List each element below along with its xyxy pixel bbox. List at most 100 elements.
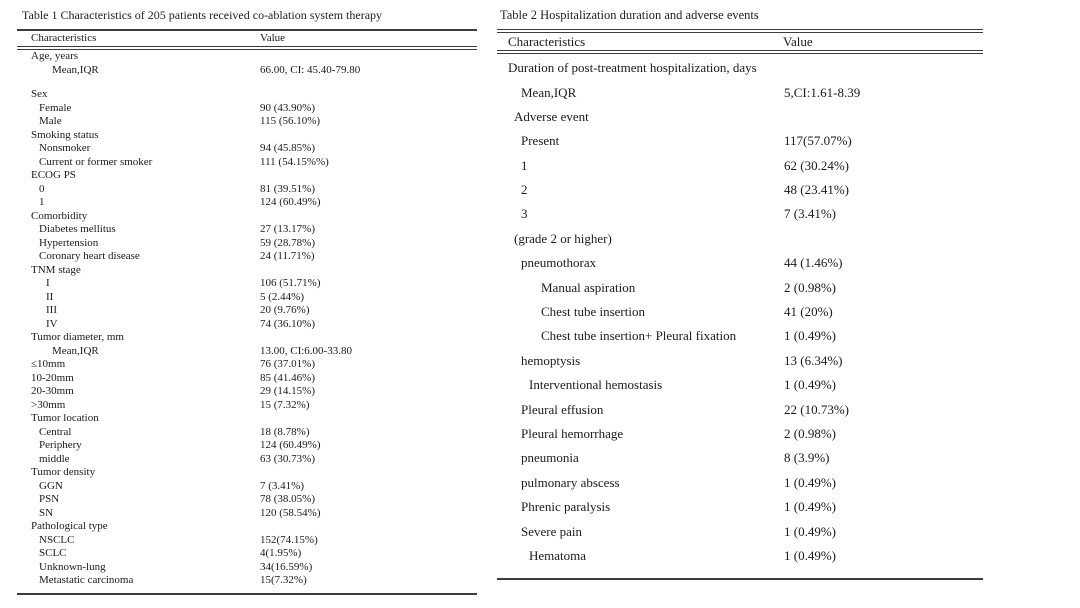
row-value: 29 (14.15%) bbox=[260, 385, 315, 397]
row-label: Coronary heart disease bbox=[39, 250, 140, 262]
table-row: Phrenic paralysis 1 (0.49%) bbox=[497, 495, 983, 519]
row-label: Pleural hemorrhage bbox=[521, 425, 624, 441]
table-row: NSCLC 152(74.15%) bbox=[17, 534, 477, 548]
row-label: Manual aspiration bbox=[541, 279, 636, 295]
row-value: 7 (3.41%) bbox=[260, 479, 304, 492]
row-value: 66.00, CI: 45.40-79.80 bbox=[260, 63, 361, 76]
row-label: Chest tube insertion bbox=[541, 304, 645, 320]
table-1-header-row: Characteristics Value bbox=[17, 31, 477, 46]
row-label: Metastatic carcinoma bbox=[39, 574, 134, 586]
row-label: Chest tube insertion+ Pleural fixation bbox=[541, 328, 737, 344]
row-label: SN bbox=[39, 506, 54, 519]
table-row: hemoptysis 13 (6.34%) bbox=[497, 349, 983, 373]
row-label: Pleural effusion bbox=[521, 401, 604, 417]
table-row: II 5 (2.44%) bbox=[17, 291, 477, 305]
row-label: Hypertension bbox=[39, 236, 99, 249]
table-row: pneumonia 8 (3.9%) bbox=[497, 446, 983, 470]
row-value: 5,CI:1.61-8.39 bbox=[784, 84, 861, 100]
row-label: Mean,IQR bbox=[52, 344, 99, 357]
row-value: 5 (2.44%) bbox=[260, 290, 304, 303]
table-row: Metastatic carcinoma 15(7.32%) bbox=[17, 574, 477, 588]
row-label: Female bbox=[39, 101, 72, 114]
table-2-header-rule bbox=[497, 50, 983, 54]
table-2: Table 2 Hospitalization duration and adv… bbox=[497, 5, 983, 581]
table-row: Current or former smoker 111 (54.15%%) bbox=[17, 156, 477, 170]
row-label: (grade 2 or higher) bbox=[514, 230, 612, 246]
table-row: 20-30mm 29 (14.15%) bbox=[17, 385, 477, 399]
row-value: 124 (60.49%) bbox=[260, 196, 321, 208]
table-1: Table 1 Characteristics of 205 patients … bbox=[17, 5, 477, 595]
table-row: IV 74 (36.10%) bbox=[17, 318, 477, 332]
row-value: 20 (9.76%) bbox=[260, 304, 310, 316]
table-2-title: Table 2 Hospitalization duration and adv… bbox=[500, 8, 759, 22]
table-row: Chest tube insertion+ Pleural fixation 1… bbox=[497, 324, 983, 348]
row-value: 1 (0.49%) bbox=[784, 377, 836, 393]
row-label: pneumothorax bbox=[521, 255, 597, 271]
row-value: 1 (0.49%) bbox=[784, 523, 836, 539]
table-row: Female 90 (43.90%) bbox=[17, 102, 477, 116]
row-label: SCLC bbox=[39, 547, 67, 559]
row-value: 76 (37.01%) bbox=[260, 358, 315, 370]
row-value: 90 (43.90%) bbox=[260, 101, 315, 114]
row-label: Age, years bbox=[31, 50, 79, 62]
row-value: 24 (11.71%) bbox=[260, 250, 315, 262]
row-label: PSN bbox=[39, 493, 60, 505]
row-value: 27 (13.17%) bbox=[260, 223, 315, 235]
table-2-top-rule bbox=[497, 29, 983, 33]
table-row: Severe pain 1 (0.49%) bbox=[497, 520, 983, 544]
row-label: pulmonary abscess bbox=[521, 474, 620, 490]
row-label: Adverse event bbox=[514, 108, 589, 124]
table-2-col-value: Value bbox=[783, 34, 813, 49]
row-label: middle bbox=[39, 452, 70, 465]
row-label: Interventional hemostasis bbox=[529, 377, 663, 393]
row-label: Diabetes mellitus bbox=[39, 223, 116, 235]
row-value: 78 (38.05%) bbox=[260, 493, 315, 505]
row-label: 2 bbox=[521, 182, 528, 198]
table-row: Tumor diameter, mm bbox=[17, 331, 477, 345]
row-value: 1 (0.49%) bbox=[784, 328, 836, 344]
row-value: 13.00, CI:6.00-33.80 bbox=[260, 344, 352, 357]
row-label: Pathological type bbox=[31, 520, 108, 532]
row-label: Present bbox=[521, 133, 560, 149]
row-label: Severe pain bbox=[521, 523, 583, 539]
table-row: Periphery 124 (60.49%) bbox=[17, 439, 477, 453]
row-value: 63 (30.73%) bbox=[260, 452, 315, 465]
table-row: Adverse event bbox=[497, 105, 983, 129]
row-label: Phrenic paralysis bbox=[521, 499, 611, 515]
table-row: >30mm 15 (7.32%) bbox=[17, 399, 477, 413]
row-value: 85 (41.46%) bbox=[260, 371, 315, 384]
table-row: (grade 2 or higher) bbox=[497, 227, 983, 251]
row-value: 124 (60.49%) bbox=[260, 439, 321, 451]
row-value: 48 (23.41%) bbox=[784, 182, 849, 198]
table-row: Coronary heart disease 24 (11.71%) bbox=[17, 250, 477, 264]
row-value: 106 (51.71%) bbox=[260, 277, 321, 289]
row-value: 120 (58.54%) bbox=[260, 506, 321, 519]
table-row: SCLC 4(1.95%) bbox=[17, 547, 477, 561]
row-label: I bbox=[46, 277, 50, 289]
table-row: 3 7 (3.41%) bbox=[497, 202, 983, 226]
row-label: 1 bbox=[521, 157, 528, 173]
row-label: Central bbox=[39, 425, 72, 438]
row-value: 115 (56.10%) bbox=[260, 115, 321, 127]
row-label: Hematoma bbox=[529, 547, 587, 563]
row-label: ECOG PS bbox=[31, 169, 76, 181]
table-row: 10-20mm 85 (41.46%) bbox=[17, 372, 477, 386]
row-label: Mean,IQR bbox=[521, 84, 577, 100]
table-row: Pleural effusion 22 (10.73%) bbox=[497, 398, 983, 422]
row-value: 94 (45.85%) bbox=[260, 142, 315, 154]
row-value: 18 (8.78%) bbox=[260, 425, 310, 438]
row-value: 2 (0.98%) bbox=[784, 279, 836, 295]
table-row: TNM stage bbox=[17, 264, 477, 278]
row-label: ≤10mm bbox=[31, 358, 66, 370]
row-label: IV bbox=[46, 317, 58, 330]
table-row: Hypertension 59 (28.78%) bbox=[17, 237, 477, 251]
row-label: Comorbidity bbox=[31, 209, 88, 222]
table-row: Present 117(57.07%) bbox=[497, 129, 983, 153]
table-row: I 106 (51.71%) bbox=[17, 277, 477, 291]
table-row: Comorbidity bbox=[17, 210, 477, 224]
table-row: middle 63 (30.73%) bbox=[17, 453, 477, 467]
table-1-title: Table 1 Characteristics of 205 patients … bbox=[22, 8, 383, 22]
row-label: pneumonia bbox=[521, 450, 579, 466]
row-label: Periphery bbox=[39, 439, 82, 451]
